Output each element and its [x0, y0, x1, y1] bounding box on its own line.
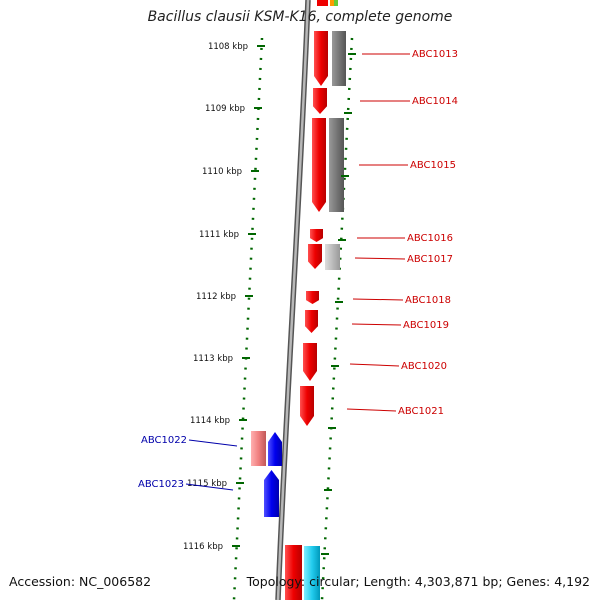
reverse-cds-arrow[interactable] [264, 470, 279, 517]
tick-label: 1109 kbp [205, 104, 245, 114]
genome-summary-text: Topology: circular; Length: 4,303,871 bp… [246, 574, 590, 589]
inner-tick-ring [232, 37, 264, 600]
forward-cds-arrow[interactable] [312, 118, 326, 212]
forward-cds-arrow[interactable] [303, 343, 317, 381]
tick-label: 1116 kbp [183, 542, 223, 552]
gene-leader-line [351, 323, 402, 326]
feature-top-red [317, 0, 328, 6]
gene-label[interactable]: ABC1021 [398, 406, 444, 417]
gene-label[interactable]: ABC1020 [401, 361, 447, 372]
forward-cds-arrow[interactable] [285, 545, 302, 600]
forward-cds-arrow[interactable] [306, 291, 319, 304]
gene-leader-line [354, 257, 406, 260]
forward-cds-arrow[interactable] [314, 31, 328, 86]
forward-cds-arrow[interactable] [310, 229, 323, 242]
tick-label: 1112 kbp [196, 292, 236, 302]
tick-label: 1108 kbp [208, 42, 248, 52]
gene-leader-line [188, 439, 238, 447]
feature-gray-block[interactable] [332, 31, 346, 86]
tick-label: 1110 kbp [202, 167, 242, 177]
feature-cyan-block[interactable] [304, 546, 320, 600]
gene-label[interactable]: ABC1018 [405, 295, 451, 306]
tick-label: 1114 kbp [190, 416, 230, 426]
gene-label[interactable]: ABC1014 [412, 96, 458, 107]
gene-label[interactable]: ABC1016 [407, 233, 453, 244]
tick-label: 1113 kbp [193, 354, 233, 364]
genome-backbone-highlight [276, 0, 310, 600]
feature-top-green [334, 0, 338, 6]
gene-label[interactable]: ABC1023 [138, 479, 184, 490]
tick-label: 1111 kbp [199, 230, 239, 240]
forward-cds-arrow[interactable] [305, 310, 318, 333]
tick-label: 1115 kbp [187, 479, 227, 489]
outer-tick-ring [320, 37, 354, 600]
feature-pink-block[interactable] [251, 431, 266, 466]
gene-label[interactable]: ABC1022 [141, 435, 187, 446]
gene-leader-line [185, 483, 234, 491]
gene-leader-line [352, 298, 404, 301]
gene-label[interactable]: ABC1019 [403, 320, 449, 331]
forward-cds-arrow[interactable] [313, 88, 327, 114]
gene-leader-line [349, 363, 400, 367]
gene-label[interactable]: ABC1015 [410, 160, 456, 171]
gene-label[interactable]: ABC1017 [407, 254, 453, 265]
feature-light-gray-block[interactable] [325, 244, 340, 270]
forward-cds-arrow[interactable] [300, 386, 314, 426]
feature-top-orange [330, 0, 334, 6]
gene-leader-line [346, 408, 397, 412]
gene-label[interactable]: ABC1013 [412, 49, 458, 60]
reverse-cds-arrow[interactable] [268, 432, 282, 466]
map-title: Bacillus clausii KSM-K16, complete genom… [147, 9, 453, 25]
forward-cds-arrow[interactable] [308, 244, 322, 269]
accession-text: Accession: NC_006582 [9, 574, 152, 589]
feature-gray-block[interactable] [329, 118, 344, 212]
